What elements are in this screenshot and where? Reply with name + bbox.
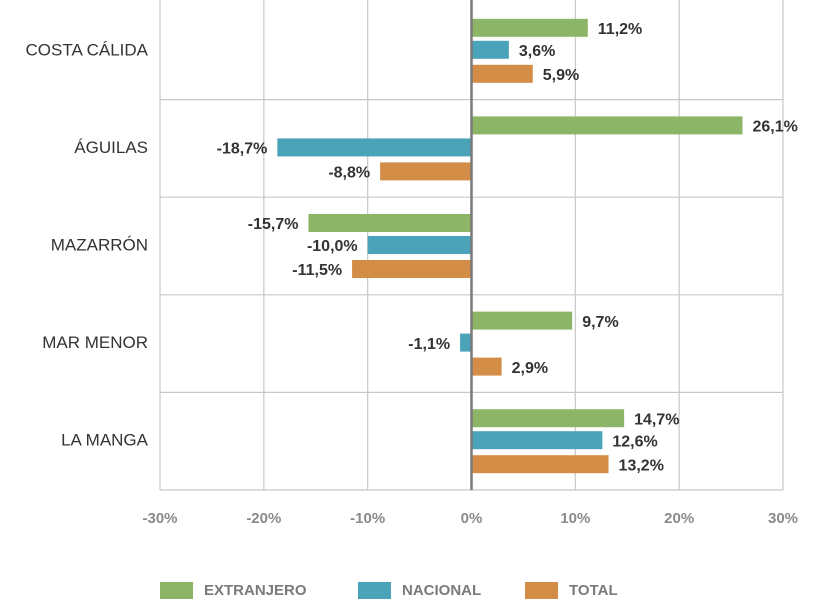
value-label: 2,9% xyxy=(512,360,548,377)
value-label: 5,9% xyxy=(543,67,579,84)
x-tick-label: -20% xyxy=(246,510,281,527)
legend-swatch xyxy=(160,582,193,599)
bar xyxy=(471,311,573,330)
legend-label: TOTAL xyxy=(569,582,618,599)
x-tick-label: -30% xyxy=(142,510,177,527)
value-label: -11,5% xyxy=(292,262,342,279)
bar xyxy=(471,357,502,376)
x-tick-label: 30% xyxy=(768,510,798,527)
bar xyxy=(471,431,603,450)
x-tick-label: 0% xyxy=(461,510,483,527)
category-label: MAZARRÓN xyxy=(51,235,148,254)
category-label: COSTA CÁLIDA xyxy=(26,40,149,59)
bar xyxy=(380,162,472,181)
bar xyxy=(471,409,625,428)
bar xyxy=(471,64,533,83)
value-label: 3,6% xyxy=(519,43,555,60)
bar xyxy=(277,138,472,157)
legend-label: EXTRANJERO xyxy=(204,582,307,599)
x-tick-label: 20% xyxy=(664,510,694,527)
value-label: 11,2% xyxy=(598,21,642,38)
value-label: -8,8% xyxy=(328,165,370,182)
bar xyxy=(471,18,588,37)
bar xyxy=(471,116,743,135)
bar xyxy=(460,333,472,352)
legend-swatch xyxy=(358,582,391,599)
value-label: 9,7% xyxy=(582,314,618,331)
bar xyxy=(367,236,472,254)
category-label: MAR MENOR xyxy=(42,333,148,352)
category-label: LA MANGA xyxy=(61,431,149,450)
value-label: -1,1% xyxy=(408,336,450,353)
value-label: 12,6% xyxy=(612,433,657,450)
x-tick-label: 10% xyxy=(560,510,590,527)
legend-label: NACIONAL xyxy=(402,582,481,599)
bar xyxy=(308,214,472,232)
value-label: 14,7% xyxy=(634,411,679,428)
value-label: -10,0% xyxy=(307,238,358,255)
bar xyxy=(352,260,472,278)
value-label: 26,1% xyxy=(753,119,798,136)
legend-swatch xyxy=(525,582,558,599)
value-label: 13,2% xyxy=(619,457,664,474)
bar xyxy=(471,40,509,59)
value-label: -18,7% xyxy=(217,141,268,158)
bar xyxy=(471,455,609,474)
category-label: ÁGUILAS xyxy=(74,138,148,157)
x-tick-label: -10% xyxy=(350,510,385,527)
value-label: -15,7% xyxy=(248,216,299,233)
